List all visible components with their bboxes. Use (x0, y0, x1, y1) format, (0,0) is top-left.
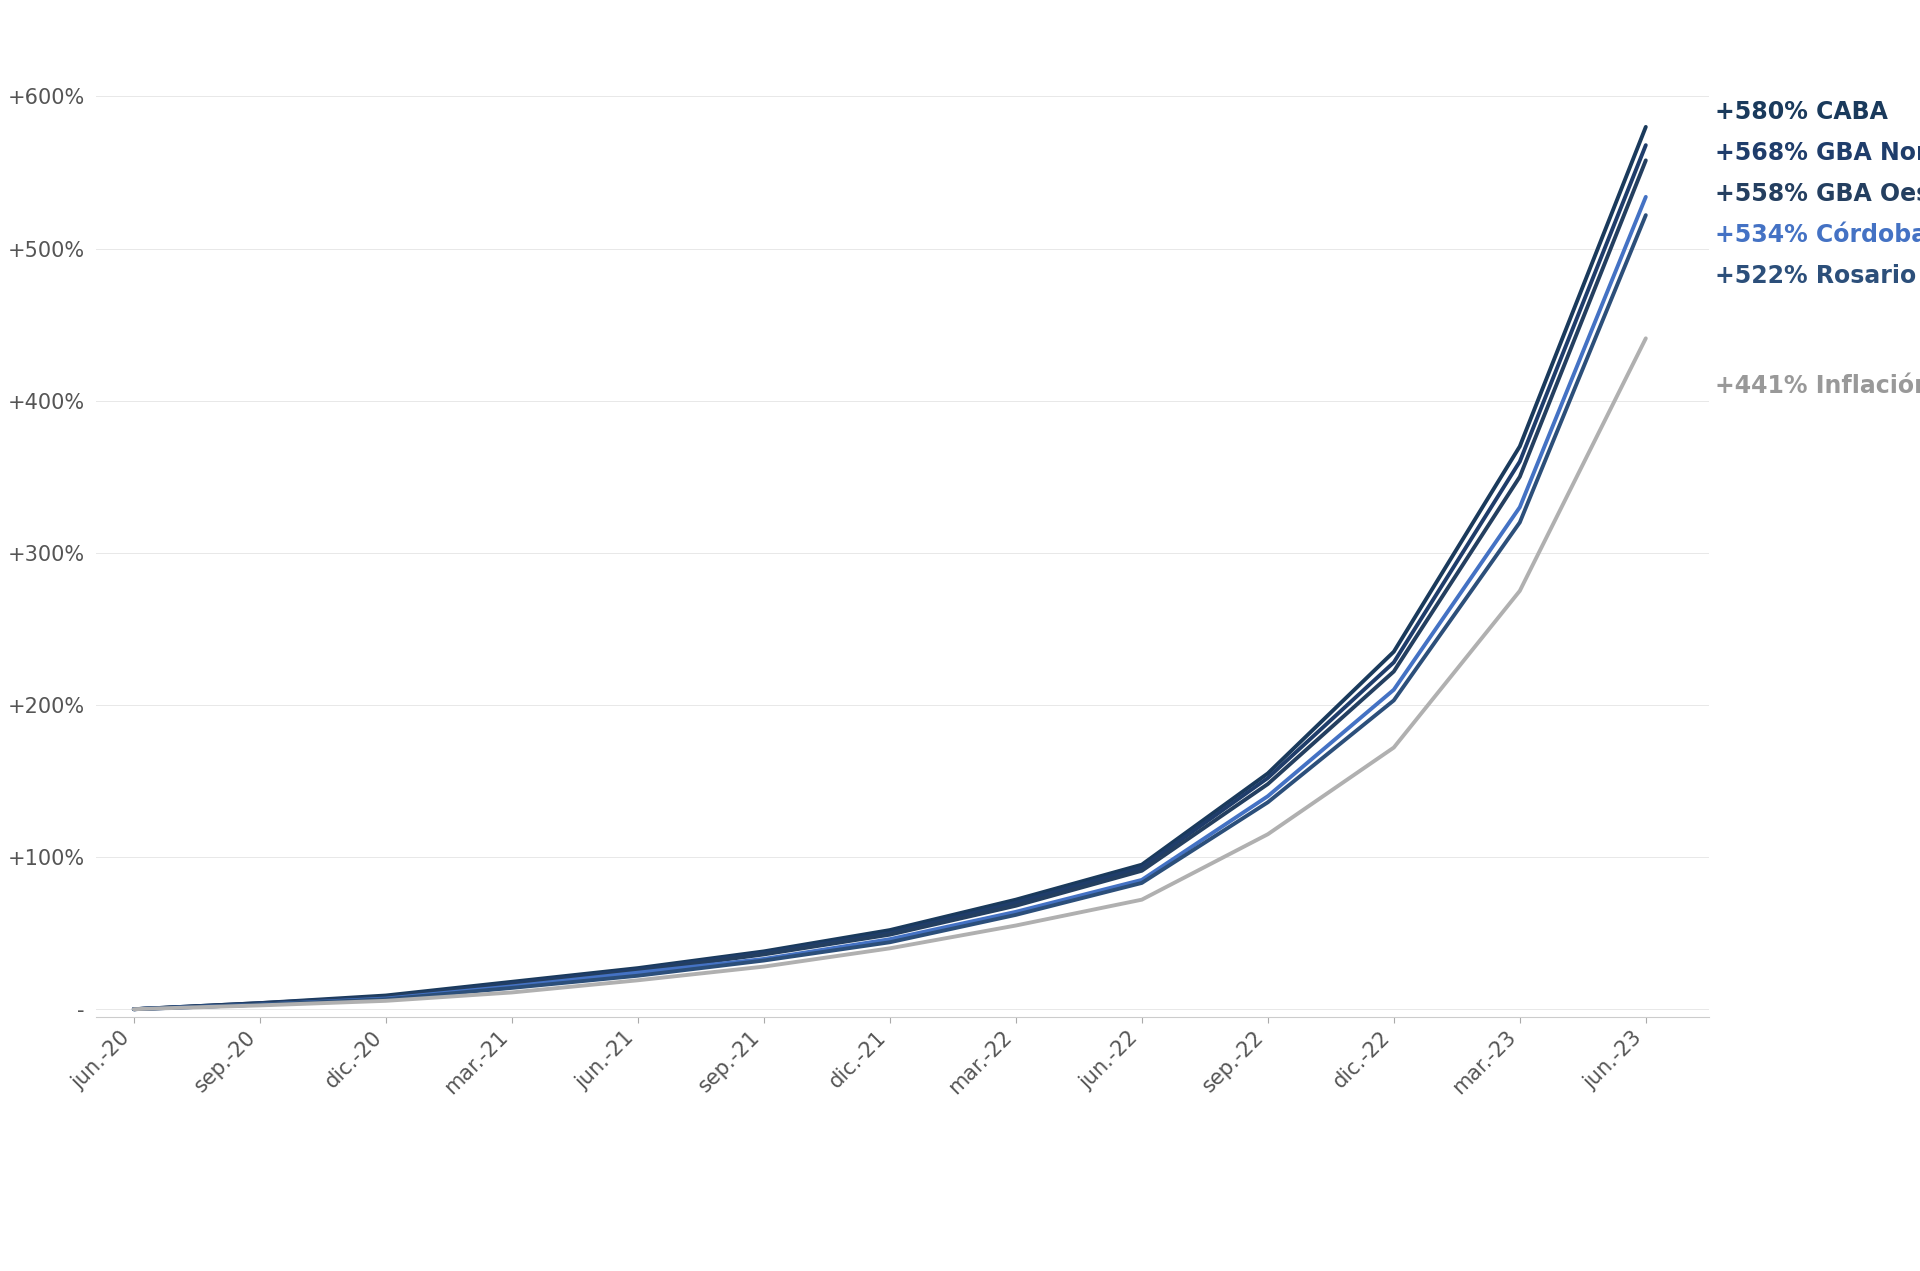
Text: +568% GBA Norte: +568% GBA Norte (1715, 141, 1920, 165)
Text: +558% GBA Oeste/Sur: +558% GBA Oeste/Sur (1715, 182, 1920, 206)
Text: +522% Rosario: +522% Rosario (1715, 264, 1916, 289)
Text: Nota: alquileres al mes de junio de 2023 ajustados por el Índice para Contratos : Nota: alquileres al mes de junio de 2023… (430, 1116, 1490, 1210)
Text: +441% Inflación: +441% Inflación (1715, 374, 1920, 398)
Text: +534% Córdoba: +534% Córdoba (1715, 222, 1920, 247)
Text: +580% CABA: +580% CABA (1715, 99, 1887, 123)
